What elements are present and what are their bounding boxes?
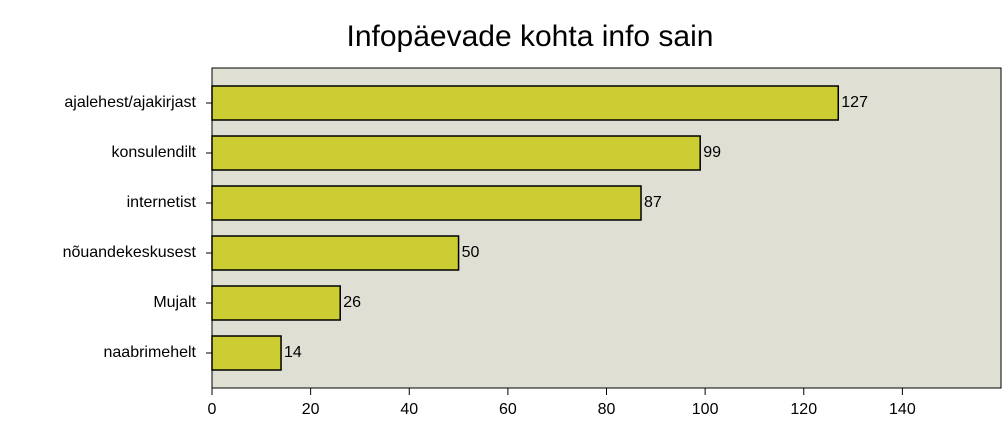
- plot-area: [211, 67, 1002, 389]
- x-tick-label: 80: [598, 401, 616, 418]
- y-tick-label: konsulendilt: [112, 144, 197, 161]
- data-label: 50: [462, 244, 480, 261]
- bar: [211, 235, 460, 271]
- y-tick-label: nõuandekeskusest: [63, 244, 197, 261]
- bar: [211, 285, 341, 321]
- x-tick-label: 20: [302, 401, 320, 418]
- y-tick-label: naabrimehelt: [104, 344, 197, 361]
- data-label: 14: [284, 344, 302, 361]
- x-tick-label: 0: [208, 401, 217, 418]
- data-label: 127: [841, 94, 868, 111]
- x-tick-label: 100: [692, 401, 719, 418]
- x-tick-label: 40: [400, 401, 418, 418]
- y-tick-label: ajalehest/ajakirjast: [64, 94, 196, 111]
- x-tick-label: 140: [889, 401, 916, 418]
- bar: [211, 335, 282, 371]
- data-label: 87: [644, 194, 662, 211]
- chart-title: Infopäevade kohta info sain: [347, 20, 714, 53]
- y-tick-label: internetist: [127, 194, 197, 211]
- x-tick-label: 120: [790, 401, 817, 418]
- data-label: 99: [703, 144, 721, 161]
- y-tick-label: Mujalt: [153, 294, 196, 311]
- bar: [211, 135, 701, 171]
- data-label: 26: [343, 294, 361, 311]
- bar: [211, 185, 642, 221]
- bar: [211, 85, 840, 121]
- x-tick-label: 60: [499, 401, 517, 418]
